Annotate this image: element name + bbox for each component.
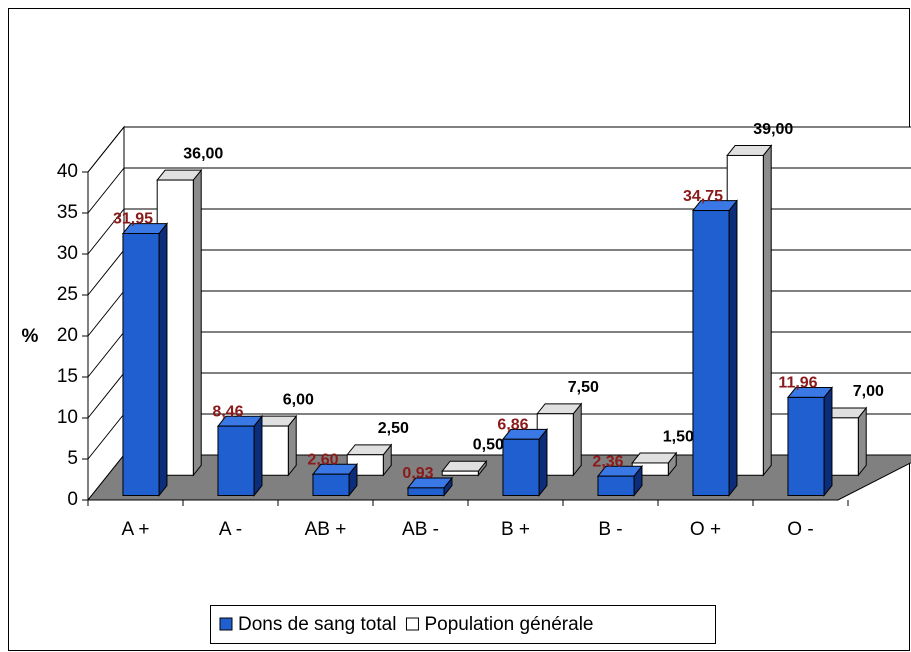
x-tick-label: O + — [690, 519, 721, 540]
bar-top — [536, 403, 583, 415]
x-tick-label: AB + — [305, 519, 347, 540]
x-tick-label: A + — [122, 519, 150, 540]
y-axis-label: % — [22, 326, 39, 347]
legend-box — [210, 605, 716, 644]
x-tick-label: A - — [219, 519, 242, 540]
grid-line — [87, 249, 125, 296]
grid-line — [87, 167, 125, 214]
bar — [597, 475, 635, 497]
bar — [122, 233, 160, 496]
x-tick-label: O - — [787, 519, 813, 540]
bar-top — [346, 444, 393, 456]
grid-line — [87, 208, 125, 255]
bar — [692, 210, 730, 497]
bar-top — [726, 145, 773, 156]
grid-line — [87, 126, 125, 173]
bar-side — [823, 386, 833, 497]
bar-side — [857, 406, 867, 477]
bar — [502, 438, 540, 496]
value-label: 2,60 — [307, 451, 338, 468]
bar-side — [192, 168, 202, 477]
x-tick-label: AB - — [402, 519, 439, 540]
value-label: 7,50 — [568, 379, 599, 396]
bar-top — [441, 460, 488, 472]
legend-swatch — [219, 617, 233, 631]
value-label: 8,46 — [212, 403, 243, 420]
value-label: 36,00 — [183, 145, 223, 162]
y-tick-label: 5 — [67, 448, 78, 469]
bar — [217, 425, 255, 496]
value-label: 7,00 — [853, 383, 884, 400]
grid-line — [87, 413, 125, 460]
bar — [312, 473, 350, 496]
value-label: 2,36 — [592, 453, 623, 470]
x-tick-label: B - — [598, 519, 622, 540]
x-tick-label: B + — [501, 519, 530, 540]
grid-line — [87, 290, 125, 337]
y-tick-label: 30 — [57, 243, 78, 264]
value-label: 2,50 — [378, 420, 409, 437]
y-tick-label: 0 — [67, 489, 78, 510]
value-label: 1,50 — [663, 428, 694, 445]
bar — [787, 396, 825, 497]
grid-line — [87, 372, 125, 419]
bar-side — [728, 199, 738, 497]
bar-side — [158, 222, 168, 497]
bar — [441, 470, 479, 476]
bar-top — [631, 452, 678, 464]
legend-label: Population générale — [424, 614, 593, 635]
bar-side — [572, 402, 582, 477]
legend-swatch — [405, 617, 419, 631]
value-label: 11,96 — [778, 375, 817, 392]
grid-line — [87, 331, 125, 378]
bar-side — [762, 144, 772, 477]
y-tick-label: 10 — [57, 407, 78, 428]
bar-side — [253, 414, 263, 497]
value-label: 39,00 — [753, 121, 793, 138]
bar-top — [156, 169, 203, 181]
legend-label: Dons de sang total — [238, 614, 396, 635]
y-tick-label: 40 — [57, 161, 78, 182]
value-label: 6,00 — [283, 391, 314, 408]
y-tick-label: 15 — [57, 366, 78, 387]
bar — [407, 487, 445, 496]
value-label: 34,75 — [683, 188, 723, 205]
y-tick-label: 35 — [57, 202, 78, 223]
bar-side — [538, 427, 548, 497]
y-tick-label: 25 — [57, 284, 78, 305]
y-tick-label: 20 — [57, 325, 78, 346]
value-label: 0,93 — [402, 465, 433, 482]
value-label: 31,95 — [113, 211, 153, 228]
value-label: 0,50 — [473, 436, 504, 453]
value-label: 6,86 — [497, 416, 528, 433]
